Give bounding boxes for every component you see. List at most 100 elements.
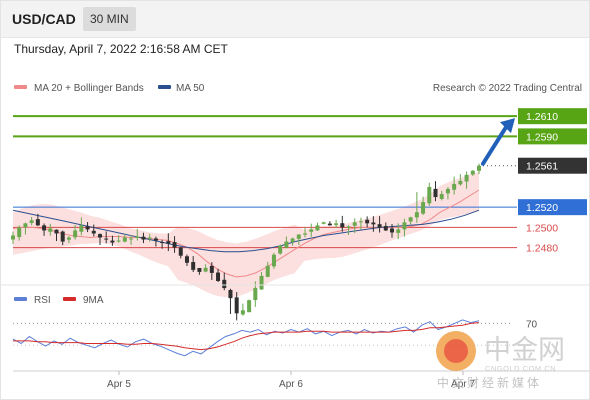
- candle-body: [421, 202, 426, 214]
- candle-body: [29, 220, 34, 223]
- candle-body: [97, 234, 102, 238]
- candle-body: [383, 226, 388, 231]
- candle-body: [216, 272, 221, 281]
- candle-body: [390, 228, 395, 233]
- candle-body: [184, 256, 189, 263]
- candle-body: [153, 238, 158, 241]
- level-label-1-2590: 1.2590: [526, 131, 558, 143]
- level-label-1-2500: 1.2500: [526, 222, 558, 234]
- candle-body: [309, 229, 314, 232]
- rsi-ma-line: [13, 322, 480, 351]
- watermark-domain: CNGOLD.COM.CN: [485, 364, 556, 373]
- candle-body: [141, 236, 146, 240]
- symbol-title: USD/CAD: [12, 11, 76, 27]
- ma20-line: [12, 189, 480, 278]
- level-label-1-2480: 1.2480: [526, 243, 558, 255]
- price-levels: [13, 115, 517, 249]
- candle-body: [259, 275, 264, 290]
- candlesticks: [11, 163, 481, 321]
- candle-body: [402, 222, 407, 230]
- research-credit: Research © 2022 Trading Central: [433, 83, 582, 94]
- x-tick-label: Apr 5: [107, 379, 131, 390]
- candle-body: [129, 238, 134, 240]
- candle-body: [439, 194, 444, 199]
- candle-body: [452, 183, 457, 190]
- candle-body: [371, 222, 376, 225]
- rsi-ma-legend-swatch: [63, 297, 76, 301]
- candle-body: [35, 219, 40, 226]
- candle-body: [334, 223, 339, 225]
- candle-body: [203, 267, 208, 272]
- x-axis-ticks: Apr 5 Apr 6 Apr 7: [107, 371, 475, 390]
- bollinger-legend-label: MA 20 + Bollinger Bands: [34, 83, 144, 94]
- level-tag-1-2561: [518, 157, 587, 174]
- candle-body: [396, 229, 401, 233]
- candle-body: [197, 268, 202, 272]
- candle-body: [178, 247, 183, 256]
- rsi-legend-swatch: [14, 297, 27, 301]
- candle-body: [147, 237, 152, 239]
- level-tag-1-2590: [518, 128, 587, 145]
- candle-body: [240, 310, 245, 315]
- candle-body: [85, 226, 90, 230]
- candle-body: [209, 265, 214, 273]
- candle-body: [91, 230, 96, 234]
- candle-body: [284, 241, 289, 248]
- candle-body: [327, 223, 332, 226]
- candle-body: [11, 235, 15, 240]
- candle-body: [104, 238, 109, 240]
- timeframe-badge[interactable]: 30 MIN: [83, 7, 136, 31]
- x-tick-label: Apr 6: [279, 379, 303, 390]
- candle-body: [122, 237, 127, 242]
- level-tag-1-2520: [518, 199, 587, 216]
- candle-body: [271, 254, 276, 267]
- candle-body: [48, 228, 53, 232]
- chart-header: USD/CAD 30 MIN: [1, 1, 589, 38]
- candle-body: [352, 222, 357, 226]
- candle-body: [278, 245, 283, 254]
- candle-body: [377, 224, 382, 228]
- candle-body: [166, 241, 171, 244]
- candle-body: [253, 288, 258, 301]
- candle-body: [222, 279, 227, 289]
- forecast-arrow: [481, 125, 508, 166]
- candle-body: [346, 226, 351, 228]
- price-level-labels: 1.2610 1.2590 1.2561 1.2520 1.2500 1.2480: [518, 108, 587, 255]
- candle-body: [477, 165, 481, 171]
- candle-body: [321, 222, 326, 224]
- candle-body: [445, 188, 450, 194]
- x-tick-label: Apr 7: [451, 379, 475, 390]
- candle-body: [296, 234, 301, 239]
- candle-body: [60, 231, 65, 242]
- candle-body: [458, 180, 463, 185]
- rsi-legend-label: RSI: [34, 295, 51, 306]
- ma50-line: [12, 209, 480, 253]
- candle-body: [17, 227, 22, 238]
- candle-body: [110, 240, 115, 243]
- candle-body: [172, 242, 177, 248]
- ma50-legend-swatch: [158, 85, 171, 89]
- forecast-arrow-head: [500, 118, 515, 134]
- watermark-logo-inner: [444, 339, 468, 363]
- candle-body: [470, 170, 475, 175]
- rsi-ma-legend-label: 9MA: [83, 295, 104, 306]
- candle-body: [408, 217, 413, 222]
- bollinger-band-area: [13, 171, 479, 298]
- candle-body: [234, 297, 239, 314]
- candle-body: [358, 221, 363, 223]
- rsi-line: [12, 319, 480, 357]
- level-label-1-2561: 1.2561: [526, 161, 558, 173]
- candle-body: [116, 240, 121, 242]
- candle-body: [464, 174, 469, 182]
- candle-body: [433, 188, 438, 198]
- candle-body: [191, 262, 196, 270]
- candle-body: [135, 236, 140, 238]
- candle-body: [247, 300, 252, 313]
- candle-body: [42, 225, 47, 231]
- candle-body: [66, 237, 71, 240]
- watermark: 中金网 CNGOLD.COM.CN 中文财经新媒体: [436, 331, 565, 390]
- candle-body: [315, 225, 320, 231]
- candle-body: [265, 265, 270, 277]
- watermark-brand: 中金网: [484, 335, 565, 366]
